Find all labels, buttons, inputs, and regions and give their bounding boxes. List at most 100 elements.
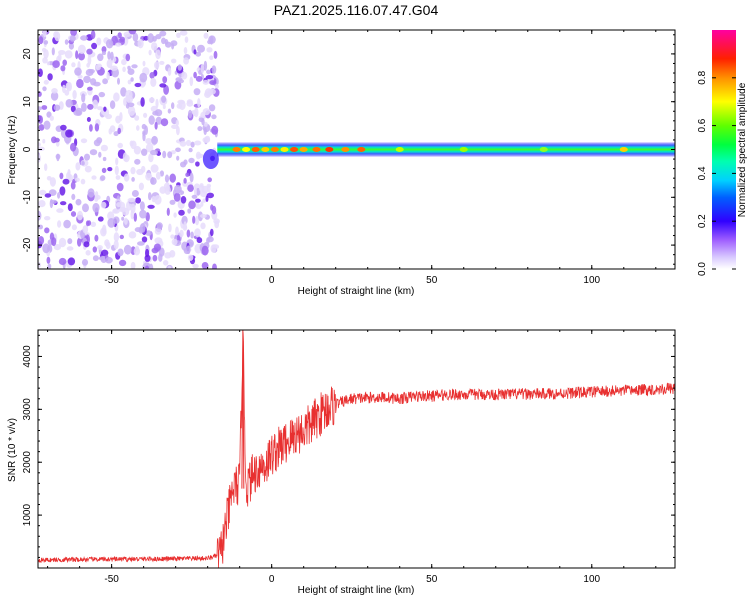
x-tick-label: 50 xyxy=(426,275,438,286)
noise-speckle xyxy=(75,50,79,60)
noise-speckle xyxy=(70,30,77,37)
noise-speckle xyxy=(184,36,189,43)
noise-speckle xyxy=(177,64,182,71)
noise-speckle xyxy=(51,88,58,94)
noise-speckle xyxy=(38,224,43,230)
noise-speckle xyxy=(200,222,206,230)
noise-speckle xyxy=(97,216,104,222)
y-tick-label: -20 xyxy=(22,237,33,252)
noise-speckle xyxy=(51,237,57,247)
noise-speckle xyxy=(42,243,50,254)
noise-speckle xyxy=(113,239,119,250)
noise-speckle xyxy=(49,115,54,121)
carrier-hotspot xyxy=(261,147,270,152)
y-tick-label: -10 xyxy=(22,190,33,205)
noise-speckle xyxy=(183,47,188,55)
noise-speckle xyxy=(140,97,145,107)
noise-speckle xyxy=(171,124,179,129)
noise-speckle xyxy=(171,42,175,50)
noise-speckle xyxy=(170,150,176,155)
noise-speckle xyxy=(113,208,118,214)
noise-speckle xyxy=(144,125,149,135)
noise-speckle xyxy=(107,51,111,60)
noise-speckle xyxy=(137,39,144,49)
noise-speckle xyxy=(96,37,102,46)
noise-speckle xyxy=(91,42,98,50)
noise-speckle xyxy=(46,111,52,118)
noise-speckle xyxy=(210,204,214,211)
noise-speckle xyxy=(83,241,90,248)
noise-speckle xyxy=(125,53,131,62)
noise-speckle xyxy=(188,157,195,164)
noise-speckle xyxy=(214,220,220,229)
noise-speckle xyxy=(175,226,179,236)
noise-speckle xyxy=(207,177,212,183)
carrier-hotspot xyxy=(539,147,548,152)
noise-speckle xyxy=(133,247,141,256)
noise-speckle xyxy=(169,199,176,205)
noise-speckle xyxy=(175,147,181,153)
noise-speckle xyxy=(150,77,157,87)
noise-speckle xyxy=(155,34,162,40)
noise-speckle xyxy=(155,98,159,109)
noise-speckle xyxy=(121,216,125,221)
noise-speckle xyxy=(210,228,214,237)
noise-speckle xyxy=(67,203,73,212)
noise-speckle xyxy=(159,170,164,177)
noise-speckle xyxy=(131,177,135,182)
noise-speckle xyxy=(122,66,126,73)
noise-speckle xyxy=(148,49,152,56)
noise-speckle xyxy=(44,193,52,198)
noise-speckle xyxy=(62,178,70,185)
noise-speckle xyxy=(150,177,157,185)
noise-speckle xyxy=(78,52,85,61)
noise-speckle xyxy=(38,154,42,163)
noise-speckle xyxy=(127,102,135,108)
noise-speckle xyxy=(105,39,114,49)
noise-speckle xyxy=(139,201,145,211)
noise-speckle xyxy=(80,138,88,144)
noise-speckle xyxy=(76,78,84,89)
noise-speckle xyxy=(89,149,98,156)
noise-speckle xyxy=(50,199,58,204)
snr-frame xyxy=(37,329,676,569)
noise-speckle xyxy=(88,69,95,74)
noise-speckle xyxy=(137,241,145,246)
noise-speckle xyxy=(204,135,211,143)
noise-speckle xyxy=(109,125,116,133)
noise-speckle xyxy=(65,99,73,108)
noise-speckle xyxy=(84,153,90,161)
noise-speckle xyxy=(139,72,148,83)
noise-speckle xyxy=(148,192,152,201)
noise-speckle xyxy=(136,125,140,131)
noise-speckle xyxy=(97,245,103,250)
noise-speckle xyxy=(130,166,136,175)
noise-speckle xyxy=(71,62,76,68)
noise-speckle xyxy=(117,32,122,39)
carrier-hotspot xyxy=(280,147,289,152)
x-tick-label: 0 xyxy=(269,275,275,286)
noise-speckle xyxy=(107,211,115,221)
noise-speckle xyxy=(159,60,165,65)
noise-speckle xyxy=(169,250,176,258)
noise-speckle xyxy=(171,238,178,246)
noise-speckle xyxy=(46,61,51,66)
noise-speckle xyxy=(38,142,41,147)
noise-speckle xyxy=(140,223,146,233)
noise-speckle xyxy=(106,71,110,81)
noise-speckle xyxy=(178,209,185,216)
noise-speckle xyxy=(129,140,134,147)
x-tick-label: 0 xyxy=(269,574,275,585)
noise-speckle xyxy=(121,59,127,66)
noise-speckle xyxy=(87,55,92,66)
noise-speckle xyxy=(191,194,198,199)
noise-speckle xyxy=(38,200,46,208)
noise-speckle xyxy=(145,230,152,236)
noise-speckle xyxy=(176,32,181,38)
noise-speckle xyxy=(141,148,148,156)
noise-speckle xyxy=(100,175,106,181)
noise-speckle xyxy=(194,140,202,146)
noise-speckle xyxy=(60,201,67,206)
noise-speckle xyxy=(77,44,86,54)
carrier-hotspot xyxy=(290,147,299,152)
